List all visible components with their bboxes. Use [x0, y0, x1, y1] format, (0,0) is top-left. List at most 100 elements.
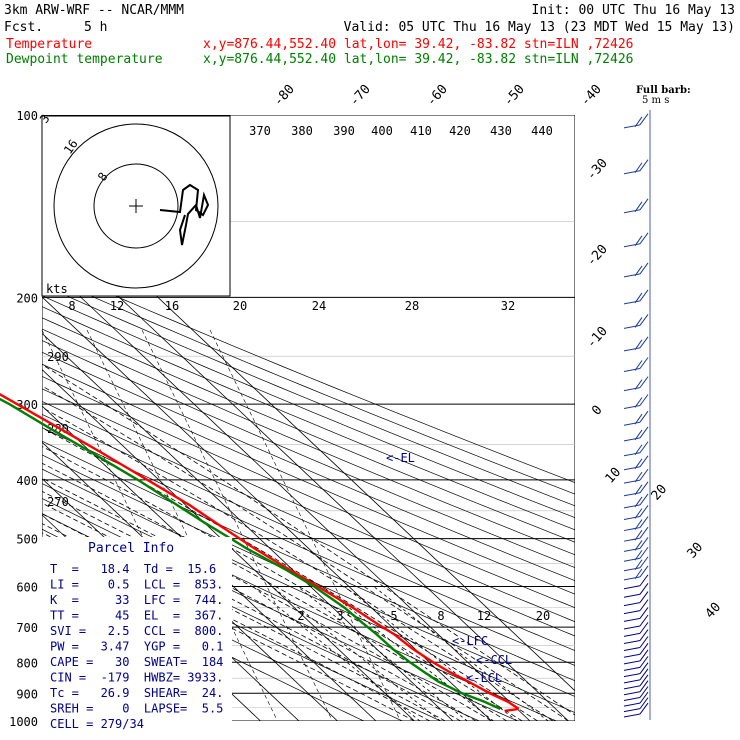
- wind-barb-flag: [639, 376, 649, 388]
- theta-label: 440: [531, 124, 553, 138]
- wind-barb-flag: [639, 455, 649, 468]
- isotherm-label: -40: [578, 82, 605, 109]
- parcel-row: PW = 3.47 YGP = 0.1: [50, 640, 223, 654]
- mixing-ratio-label: 3: [336, 609, 343, 623]
- dry-adiabat: [42, 263, 575, 483]
- isotherm-label: -60: [424, 82, 451, 109]
- wind-barb-shaft: [623, 466, 641, 471]
- wind-barb-flag: [634, 339, 643, 351]
- pressure-tick-label: 400: [16, 474, 38, 488]
- wind-barb-shaft: [623, 479, 641, 484]
- wind-barb-flag: [634, 471, 643, 483]
- speed-label: 12: [110, 299, 124, 313]
- wind-barb-shaft: [623, 673, 641, 678]
- wind-barb-shaft: [623, 170, 641, 175]
- wind-barb-flag: [639, 394, 649, 406]
- wind-barb-shaft: [623, 666, 641, 671]
- theta-label: 380: [291, 124, 313, 138]
- dry-adiabat: [42, 306, 575, 531]
- parcel-row: Tc = 26.9 SHEAR= 24.: [50, 686, 223, 700]
- valid-time: Valid: 05 UTC Thu 16 May 13 (23 MDT Wed …: [344, 20, 735, 35]
- wind-barb-shaft: [623, 708, 641, 713]
- wind-barb-shaft: [623, 679, 641, 684]
- isotherm-label: -80: [271, 82, 298, 109]
- wind-barb-flag: [639, 232, 649, 245]
- wind-barb-shaft: [623, 617, 641, 622]
- level-marker: <-LCL: [466, 671, 502, 685]
- isotherm-label: 40: [703, 600, 725, 622]
- mixing-ratio-label: 2: [297, 609, 304, 623]
- wind-barb-flag: [634, 519, 643, 530]
- parcel-row: CIN = -179 HWBZ= 3933.: [50, 671, 223, 685]
- mixing-ratio-lines: [252, 586, 549, 721]
- dry-adiabat: [42, 375, 575, 609]
- wind-barb-shaft: [623, 421, 641, 426]
- moist-adiabat: [42, 477, 492, 721]
- forecast-value: 5 h: [84, 20, 107, 35]
- wind-barb-shaft: [623, 653, 641, 658]
- moist-adiabat: [42, 385, 569, 721]
- wind-barb-shaft: [623, 702, 641, 707]
- wind-barb-shaft: [623, 537, 641, 542]
- init-time: Init: 00 UTC Thu 16 May 13: [532, 3, 736, 18]
- wind-barb-shaft: [623, 504, 641, 509]
- dry-adiabat: [42, 427, 575, 666]
- hodograph-ring-label: 16: [61, 137, 81, 157]
- wind-barb-flag: [634, 397, 643, 408]
- wind-barb-flag: [639, 680, 649, 693]
- wind-barb-flag: [634, 201, 643, 213]
- pressure-tick-label: 800: [16, 656, 38, 670]
- isotherm-label: 30: [685, 540, 707, 562]
- pressure-tick-label: 200: [16, 291, 38, 305]
- wind-barb-shaft: [623, 404, 641, 409]
- pressure-tick-label: 600: [16, 581, 38, 595]
- dry-adiabat: [42, 351, 575, 582]
- theta-left-label: 290: [47, 350, 69, 364]
- mixing-ratio-label: 12: [477, 609, 491, 623]
- wind-barb-flag: [634, 317, 643, 328]
- dry-adiabat: [42, 440, 575, 682]
- wind-key-value: 5 m s: [642, 95, 669, 106]
- wind-barb-flag: [639, 159, 649, 172]
- dry-adiabat: [42, 363, 575, 595]
- isotherm-line: [42, 332, 454, 721]
- wind-barb-shaft: [623, 610, 641, 615]
- wind-barb-shaft: [623, 492, 641, 497]
- level-marker: <-CCL: [476, 653, 512, 667]
- dry-adiabat: [42, 317, 575, 543]
- speed-guide-line: [41, 329, 233, 721]
- sounding-traces: [0, 393, 520, 713]
- pressure-tick-label: 100: [16, 109, 38, 123]
- speed-label: 32: [501, 299, 515, 313]
- wind-barb-flag: [639, 537, 649, 549]
- wind-barb-flag: [639, 599, 649, 611]
- hodograph-ring: [53, 123, 219, 289]
- wind-barb-flag: [639, 556, 649, 569]
- wind-barb-flag: [639, 198, 649, 211]
- wind-barb-shaft: [623, 273, 641, 278]
- wind-barb-flag: [639, 546, 649, 559]
- wind-barb-flag: [639, 649, 649, 662]
- wind-barb-flag: [634, 116, 643, 128]
- wind-barb-shaft: [623, 437, 641, 442]
- dry-adiabat: [42, 414, 575, 651]
- mixing-ratio-label: 5: [390, 609, 397, 623]
- theta-label: 430: [490, 124, 512, 138]
- isotherm-line: [42, 223, 569, 721]
- speed-guide-line: [86, 329, 278, 721]
- wind-barb-shaft: [623, 567, 641, 572]
- speed-label: 8: [68, 299, 75, 313]
- speed-label: 20: [233, 299, 247, 313]
- pressure-tick-label: 500: [16, 533, 38, 547]
- wind-barb-flag: [634, 568, 643, 580]
- wind-barb-flag: [639, 697, 649, 709]
- wind-barb-flag: [634, 540, 643, 551]
- wind-barb-shaft: [623, 696, 641, 701]
- forecast-label: Fcst.: [4, 20, 43, 35]
- mixing-ratio-line: [373, 586, 549, 721]
- parcel-row: CAPE = 30 SWEAT= 184: [50, 655, 223, 669]
- parcel-row: LI = 0.5 LCL = 853.: [50, 578, 223, 592]
- wind-barb-flag: [634, 458, 643, 470]
- wind-barb-shaft: [623, 387, 641, 392]
- pressure-tick-label: 1000: [9, 715, 38, 729]
